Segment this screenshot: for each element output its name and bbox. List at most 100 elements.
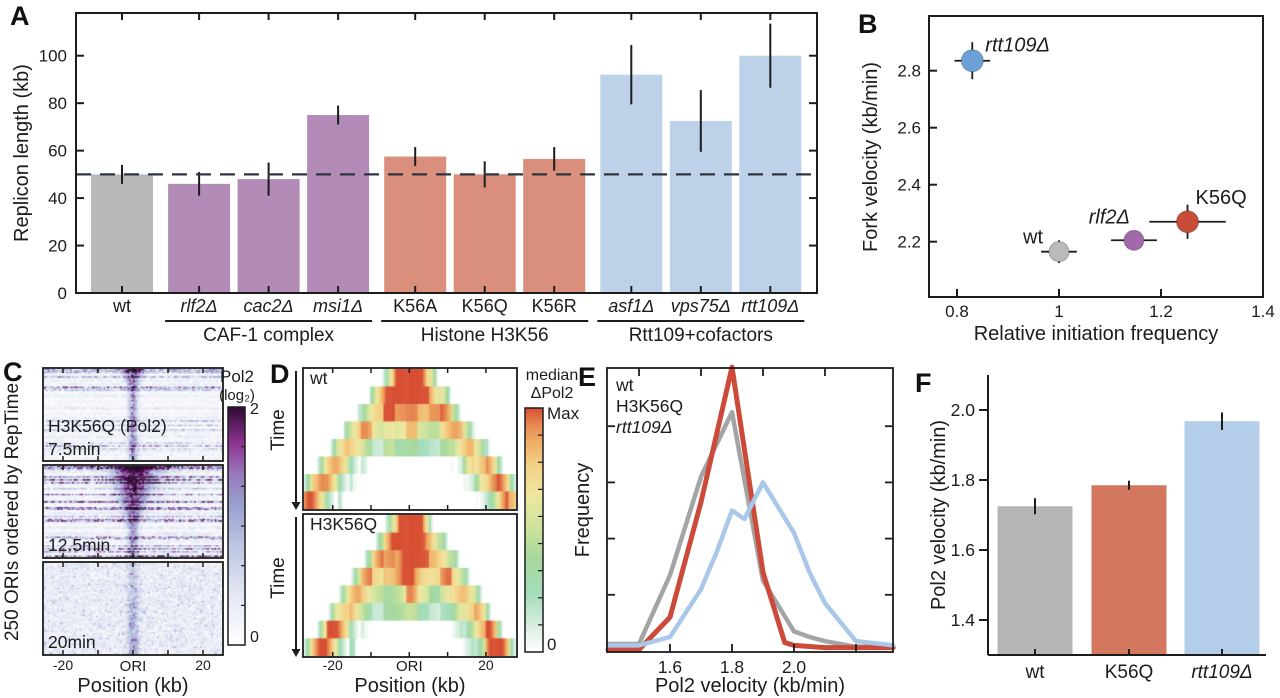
heatmap-c-12-5min bbox=[44, 466, 222, 557]
bar-label-K56Q: K56Q bbox=[1105, 662, 1154, 683]
heatmap-c-7-5min bbox=[44, 369, 222, 460]
heatmap-c-20min bbox=[44, 563, 222, 654]
legend-H3K56Q: H3K56Q bbox=[616, 396, 683, 416]
bar-label-wt: wt bbox=[112, 296, 131, 316]
colorbar-title-dpol2: ΔPol2 bbox=[531, 385, 574, 402]
bar-asf1Δ bbox=[600, 74, 663, 293]
time-label-12-5min: 12.5min bbox=[48, 535, 110, 555]
point-wt bbox=[1048, 241, 1070, 263]
colorbar-max-label: 2 bbox=[250, 401, 259, 418]
ytick-label: 2.2 bbox=[897, 233, 921, 252]
panel-letter-e: E bbox=[578, 362, 597, 392]
colorbar-d bbox=[524, 407, 544, 653]
ytick-label: 1.6 bbox=[951, 540, 975, 560]
time-arrowhead bbox=[291, 502, 301, 510]
legend-rtt109Δ: rtt109Δ bbox=[616, 417, 673, 437]
bar-label-rtt109Δ: rtt109Δ bbox=[1191, 662, 1252, 683]
bar-cac2Δ bbox=[237, 179, 300, 293]
x-axis-title-c: Position (kb) bbox=[77, 675, 188, 697]
x-axis-title-b: Relative initiation frequency bbox=[974, 323, 1219, 345]
xtick-label: -20 bbox=[53, 657, 73, 673]
panel-b: 2.2 2.4 2.6 2.8 0.8 1 1.2 1.4 rtt109Δ wt rlf2Δ K56Q… bbox=[860, 15, 1275, 345]
xtick-label-ori: ORI bbox=[396, 658, 423, 675]
ytick-label: 2.6 bbox=[897, 119, 921, 138]
heatmap-border-d2 bbox=[302, 513, 518, 658]
xtick-label-ori: ORI bbox=[120, 658, 147, 675]
panel-letter-d: D bbox=[270, 359, 290, 389]
bar-label-rlf2Δ: rlf2Δ bbox=[181, 296, 218, 316]
time-label-20min: 20min bbox=[48, 632, 96, 652]
colorbar-title-pol2: Pol2 bbox=[220, 367, 254, 386]
bar-label-K56R: K56R bbox=[532, 296, 577, 316]
group-label: Rtt109+cofactors bbox=[629, 325, 773, 346]
heatmap-d-h3k56q bbox=[304, 515, 516, 656]
time-axis-label: Time bbox=[268, 557, 289, 599]
point-label-wt: wt bbox=[1022, 227, 1043, 249]
group-label: CAF-1 complex bbox=[203, 325, 334, 346]
ytick-label: 2.4 bbox=[897, 176, 921, 195]
group-label: Histone H3K56 bbox=[421, 325, 549, 346]
xtick-label: 0.8 bbox=[945, 302, 969, 321]
colorbar-min-label: 0 bbox=[250, 629, 259, 646]
panel-d: Time Time wt H3K56Q -20 ORI 20 Position (kb) med… bbox=[268, 367, 580, 697]
y-axis-title-c: 250 ORIs ordered by RepTime bbox=[2, 383, 23, 641]
plot-box-b bbox=[928, 15, 1264, 298]
time-label-7-5min: 7.5min bbox=[48, 439, 101, 459]
bar-label-wt: wt bbox=[1025, 662, 1046, 683]
plot-box-a bbox=[75, 12, 818, 294]
bar-K56Q bbox=[453, 174, 516, 293]
ytick-label: 2.0 bbox=[951, 400, 976, 420]
ytick-label: 80 bbox=[48, 94, 67, 113]
ytick-label: 40 bbox=[48, 189, 67, 208]
ytick-label: 1.8 bbox=[951, 470, 975, 490]
y-axis-title-f: Pol2 velocity (kb/min) bbox=[928, 420, 950, 610]
heatmap-title-h3k56q: H3K56Q bbox=[310, 514, 377, 534]
xtick-label: 1 bbox=[1054, 302, 1063, 321]
heatmap-title-wt: wt bbox=[309, 368, 328, 388]
point-rtt109Δ bbox=[960, 49, 984, 73]
colorbar-max-label: Max bbox=[547, 404, 580, 423]
colorbar-min-label: 0 bbox=[547, 635, 556, 654]
plot-box-e bbox=[606, 367, 894, 653]
bar-label-K56Q: K56Q bbox=[462, 296, 508, 316]
point-rlf2Δ bbox=[1123, 229, 1145, 251]
panel-f: 1.4 1.6 1.8 2.0 wt K56Q rtt109Δ Pol2 velocity (… bbox=[928, 375, 1266, 683]
xtick-label: 1.8 bbox=[720, 657, 744, 677]
xtick-label: 20 bbox=[478, 657, 494, 673]
time-axis-label: Time bbox=[268, 409, 289, 451]
heatmap-d-wt bbox=[304, 369, 516, 509]
y-axis-title-b: Fork velocity (kb/min) bbox=[860, 62, 882, 252]
y-axis-title-a: Replicon length (kb) bbox=[11, 64, 33, 242]
ytick-label: 60 bbox=[48, 142, 67, 161]
panel-letter-c: C bbox=[3, 357, 23, 387]
ytick-label: 0 bbox=[58, 284, 67, 303]
ytick-label: 2.8 bbox=[897, 62, 921, 81]
bar-label-vps75Δ: vps75Δ bbox=[671, 296, 731, 316]
xtick-label: -20 bbox=[323, 657, 343, 673]
bar-label-msi1Δ: msi1Δ bbox=[313, 296, 363, 316]
ytick-label: 20 bbox=[48, 237, 67, 256]
bar-label-K56A: K56A bbox=[393, 296, 437, 316]
bar-rtt109Δ bbox=[1184, 421, 1260, 655]
panel-letter-b: B bbox=[858, 9, 878, 39]
y-axis-title-e: Frequency bbox=[572, 463, 594, 558]
xtick-label: 20 bbox=[195, 657, 211, 673]
heatmap-title-h3k56q-pol2: H3K56Q (Pol2) bbox=[48, 416, 167, 436]
colorbar-title-log2: (log₂) bbox=[219, 387, 255, 404]
bar-label-asf1Δ: asf1Δ bbox=[608, 296, 654, 316]
bar-K56A bbox=[384, 156, 447, 293]
panel-letter-f: F bbox=[915, 368, 932, 398]
bar-K56Q bbox=[1091, 485, 1167, 655]
bar-wt bbox=[997, 506, 1073, 655]
bar-label-cac2Δ: cac2Δ bbox=[244, 296, 294, 316]
heatmap-border-d1 bbox=[302, 367, 518, 511]
xtick-label: 1.4 bbox=[1251, 302, 1275, 321]
point-K56Q bbox=[1176, 210, 1200, 234]
legend-wt: wt bbox=[615, 375, 634, 395]
xtick-label: 1.2 bbox=[1149, 302, 1173, 321]
time-arrowhead bbox=[291, 649, 301, 657]
bar-rlf2Δ bbox=[168, 183, 231, 293]
